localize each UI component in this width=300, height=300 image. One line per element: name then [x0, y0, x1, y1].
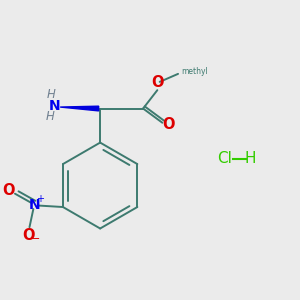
- Text: −: −: [31, 234, 40, 244]
- Text: H: H: [46, 88, 55, 101]
- Text: Cl: Cl: [217, 152, 232, 166]
- Text: methyl: methyl: [181, 67, 208, 76]
- Text: H: H: [245, 152, 256, 166]
- Text: O: O: [22, 228, 35, 243]
- Text: O: O: [163, 117, 175, 132]
- Text: +: +: [36, 194, 44, 204]
- Text: N: N: [48, 99, 60, 112]
- Polygon shape: [60, 106, 99, 111]
- Text: H: H: [45, 110, 54, 123]
- Text: N: N: [29, 198, 40, 212]
- Text: O: O: [152, 75, 164, 90]
- Text: O: O: [2, 183, 14, 198]
